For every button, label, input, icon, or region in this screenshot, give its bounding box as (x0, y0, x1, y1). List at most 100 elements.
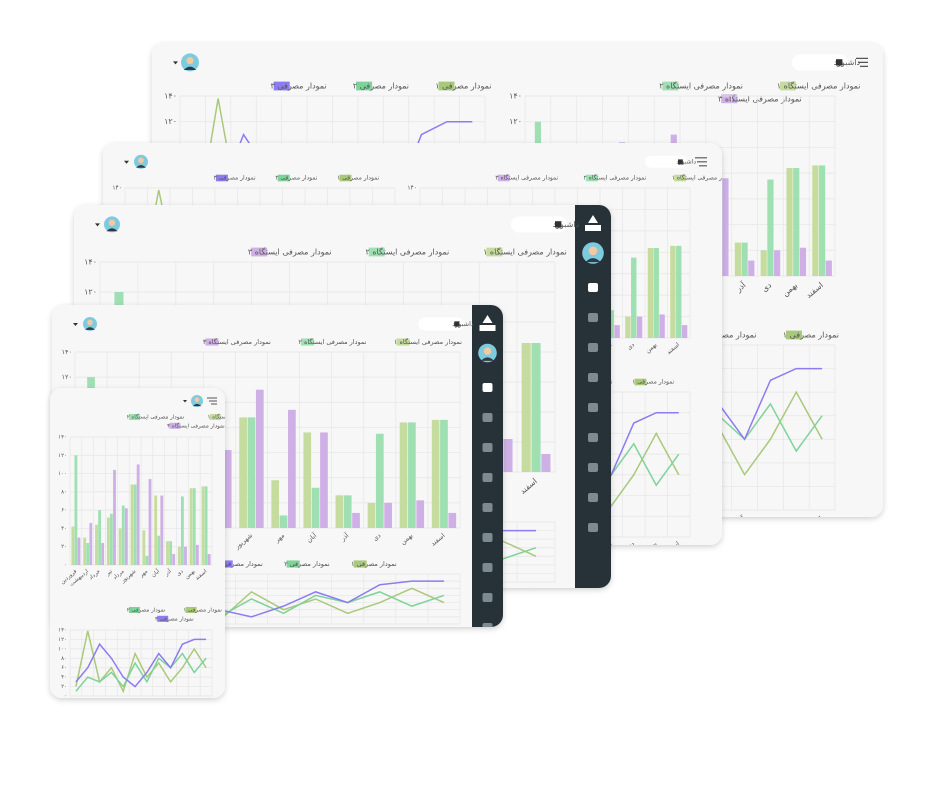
bar (118, 528, 122, 565)
x-tick-label: دی (371, 627, 382, 638)
caret (95, 223, 100, 227)
legend-label: نمودار مصرفی ایستگاه ۱ (672, 174, 735, 182)
sidebar-icon (588, 283, 598, 292)
legend-swatch (219, 560, 233, 568)
sidebar-icon (588, 373, 598, 382)
badge-icon (678, 159, 683, 165)
bar (311, 487, 320, 528)
legend-label: نمودار مصرفی ۲ (353, 82, 409, 91)
sidebar-icon (588, 313, 598, 322)
x-tick-label: تیر (104, 568, 114, 578)
bar (169, 541, 173, 565)
badge-icon (555, 221, 562, 228)
bar (83, 537, 87, 565)
legend-swatch (585, 174, 598, 182)
legend-swatch (396, 338, 410, 346)
legend-label: نمودار مصرفی ایستگاه ۱ (777, 81, 861, 91)
bar (440, 419, 448, 528)
avatar-body (85, 327, 95, 330)
bar (166, 541, 169, 565)
x-tick-label: بهمن (184, 699, 197, 711)
bar (207, 554, 211, 565)
y-tick-label: ۱۲۰ (84, 288, 97, 297)
x-tick-label: آذر (162, 568, 173, 579)
bar (825, 260, 832, 276)
legend-label: نمودار مصرفی ایستگاه ۳ (495, 174, 558, 182)
legend-label: نمودار مصرفی ۳ (217, 560, 263, 568)
bar (148, 479, 152, 565)
legend-label: نمودار مصرفی ۱ (632, 379, 674, 386)
avatar-head (588, 246, 598, 256)
bar (531, 343, 541, 472)
bar (201, 486, 205, 565)
avatar-head (483, 347, 492, 355)
bar (812, 165, 819, 276)
badge-label: داشبورد (553, 220, 580, 229)
badge-icon (836, 59, 843, 66)
x-tick-label: اسفند (518, 587, 539, 606)
y-tick-label: ۱۲۰ (164, 117, 177, 126)
legend-label: نمودار مصرفی ایستگاه ۱ (394, 338, 462, 346)
y-tick-label: ۱۴۰ (58, 628, 67, 634)
bar (653, 248, 659, 338)
bar (774, 250, 781, 276)
sidebar-icon (482, 443, 493, 452)
legend-swatch (368, 247, 385, 257)
x-tick-label: اسفند (194, 699, 209, 713)
x-tick-label: تیر (104, 699, 114, 709)
y-tick-label: ۸۰ (61, 656, 67, 662)
bar (177, 546, 181, 565)
logo (585, 215, 601, 231)
x-tick-label: مهر (272, 627, 286, 640)
bar (399, 422, 408, 528)
x-tick-label: دی (176, 568, 185, 577)
legend-swatch (251, 247, 268, 257)
bar (741, 242, 748, 276)
bar (95, 524, 98, 565)
legend-swatch (780, 81, 796, 91)
avatar-head (108, 219, 116, 226)
sidebar-icon (588, 343, 598, 352)
y-tick-label: ۱۲۰ (509, 117, 522, 126)
bar (631, 257, 637, 338)
caret (173, 61, 178, 65)
bar (71, 526, 75, 565)
bar (670, 245, 676, 338)
legend-label: نمودار مصرفی ۳ (271, 82, 327, 91)
legend-label: نمودار مصرفی ۲ (275, 175, 317, 182)
avatar-body (136, 165, 146, 168)
bar (142, 530, 146, 565)
bar (636, 316, 643, 338)
bar (384, 502, 392, 528)
y-tick-label: ۰ (64, 563, 67, 569)
bar (86, 543, 90, 565)
avatar-body (480, 357, 495, 361)
bar (681, 325, 688, 338)
caret (124, 160, 129, 164)
legend-swatch (185, 606, 197, 614)
legend-swatch (339, 174, 352, 182)
legend-swatch (128, 606, 140, 614)
legend-label: نمودار مصرفی ایستگاه ۳ (203, 338, 271, 346)
x-tick-label: مرداد (112, 700, 125, 713)
bar (786, 168, 793, 276)
bar (154, 495, 158, 565)
bar (184, 546, 187, 565)
badge-label: داشبورد (676, 158, 696, 165)
bar (676, 245, 682, 338)
bar (160, 495, 164, 565)
legend-swatch (209, 413, 221, 421)
y-tick-label: ۰ (64, 694, 67, 700)
x-tick-label: فروردین (60, 699, 79, 716)
bar (101, 543, 105, 565)
bar (431, 419, 440, 528)
legend-label: نمودار مصرفی ایستگاه ۱ (208, 414, 266, 421)
bar (335, 495, 344, 528)
legend-swatch (497, 174, 510, 182)
x-tick-label: شهریور (233, 627, 254, 647)
y-tick-label: ۶۰ (61, 665, 67, 671)
legend-label: نمودار مصرفی ایستگاه ۲ (298, 338, 366, 346)
bar (375, 433, 384, 528)
